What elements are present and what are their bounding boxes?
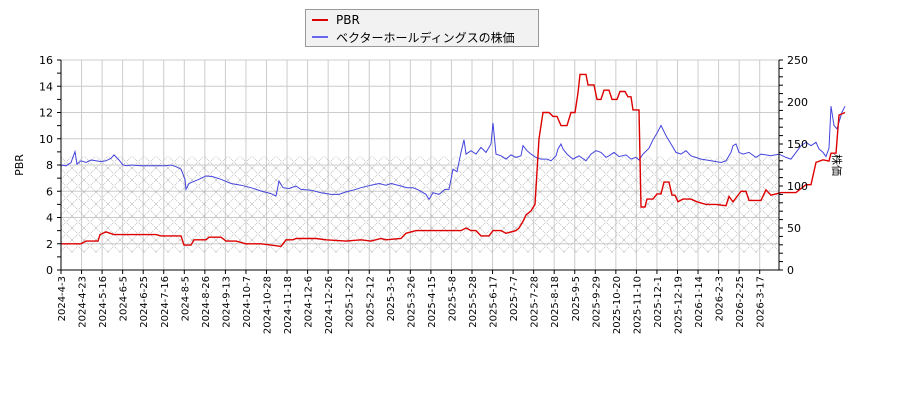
- left-tick-label: 6: [46, 185, 53, 198]
- x-tick-label: 2026-2-3: [715, 276, 726, 321]
- legend-swatch-blue-icon: [312, 36, 328, 38]
- x-tick-label: 2024-9-13: [221, 276, 232, 328]
- right-tick-label: 150: [787, 138, 808, 151]
- left-tick-label: 16: [39, 54, 53, 67]
- x-tick-label: 2024-7-16: [160, 276, 171, 328]
- x-tick-label: 2025-12-1: [653, 276, 664, 328]
- x-tick-label: 2024-11-18: [283, 276, 294, 334]
- x-tick-label: 2026-3-17: [756, 276, 767, 328]
- x-tick-label: 2025-7-28: [530, 276, 541, 328]
- pbr-line: [61, 73, 846, 248]
- x-tick-label: 2024-4-3: [57, 276, 68, 321]
- x-tick-label: 2024-10-7: [242, 276, 253, 328]
- x-tick-label: 2025-2-12: [365, 276, 376, 328]
- right-axis-title: 株価: [830, 154, 844, 176]
- left-axis-title: PBR: [13, 154, 26, 176]
- x-tick-label: 2025-12-19: [674, 276, 685, 334]
- x-tick-label: 2025-9-5: [571, 276, 582, 321]
- x-tick-label: 2025-9-29: [591, 276, 602, 328]
- x-tick-label: 2024-6-25: [139, 276, 150, 328]
- left-tick-label: 2: [46, 238, 53, 251]
- x-tick-label: 2025-4-15: [427, 276, 438, 328]
- right-tick-label: 0: [787, 264, 794, 277]
- legend-label-stock-price: ベクターホールディングスの株価: [336, 30, 515, 45]
- x-tick-label: 2025-8-18: [550, 276, 561, 328]
- x-tick-label: 2025-11-10: [632, 276, 643, 334]
- left-tick-label: 14: [39, 80, 53, 93]
- shaded-range-band: [61, 156, 779, 253]
- legend-item-pbr: PBR: [312, 12, 360, 28]
- left-tick-label: 12: [39, 107, 53, 120]
- right-tick-label: 100: [787, 180, 808, 193]
- x-axis-ticks: 2024-4-3 2024-4-23 2024-5-16 2024-6-5 2024-6…: [57, 270, 767, 334]
- x-tick-label: 2024-8-26: [201, 276, 212, 328]
- legend-item-stock-price: ベクターホールディングスの株価: [312, 29, 515, 45]
- left-tick-label: 10: [39, 133, 53, 146]
- x-tick-label: 2024-4-23: [78, 276, 89, 328]
- x-tick-label: 2025-3-5: [386, 276, 397, 321]
- x-tick-label: 2024-5-16: [98, 276, 109, 328]
- right-tick-label: 200: [787, 96, 808, 109]
- x-tick-label: 2025-6-17: [489, 276, 500, 328]
- x-tick-label: 2024-10-28: [263, 276, 274, 334]
- legend-swatch-red-icon: [312, 19, 328, 21]
- x-tick-label: 2025-3-26: [406, 276, 417, 328]
- left-axis-ticks: 0 2 4 6 8 10 12 14 16: [39, 54, 61, 277]
- x-tick-label: 2026-1-14: [694, 276, 705, 328]
- stock-price-line: [60, 105, 846, 201]
- legend: PBR ベクターホールディングスの株価: [305, 9, 539, 47]
- x-tick-label: 2024-6-5: [119, 276, 130, 321]
- x-tick-label: 2025-5-28: [468, 276, 479, 328]
- left-tick-label: 4: [46, 212, 53, 225]
- x-tick-label: 2025-1-22: [345, 276, 356, 328]
- x-tick-label: 2025-10-20: [612, 276, 623, 334]
- x-tick-label: 2024-8-5: [180, 276, 191, 321]
- right-tick-label: 250: [787, 54, 808, 67]
- right-axis-ticks: 0 50 100 150 200 250: [779, 54, 808, 277]
- data-lines: [60, 73, 846, 248]
- left-tick-label: 8: [46, 159, 53, 172]
- x-tick-label: 2026-2-25: [735, 276, 746, 328]
- x-tick-label: 2025-7-7: [509, 276, 520, 321]
- legend-label-pbr: PBR: [336, 13, 360, 27]
- x-tick-label: 2025-5-8: [447, 276, 458, 321]
- x-tick-label: 2024-12-6: [304, 276, 315, 328]
- left-tick-label: 0: [46, 264, 53, 277]
- right-tick-label: 50: [787, 222, 801, 235]
- x-tick-label: 2024-12-26: [324, 276, 335, 334]
